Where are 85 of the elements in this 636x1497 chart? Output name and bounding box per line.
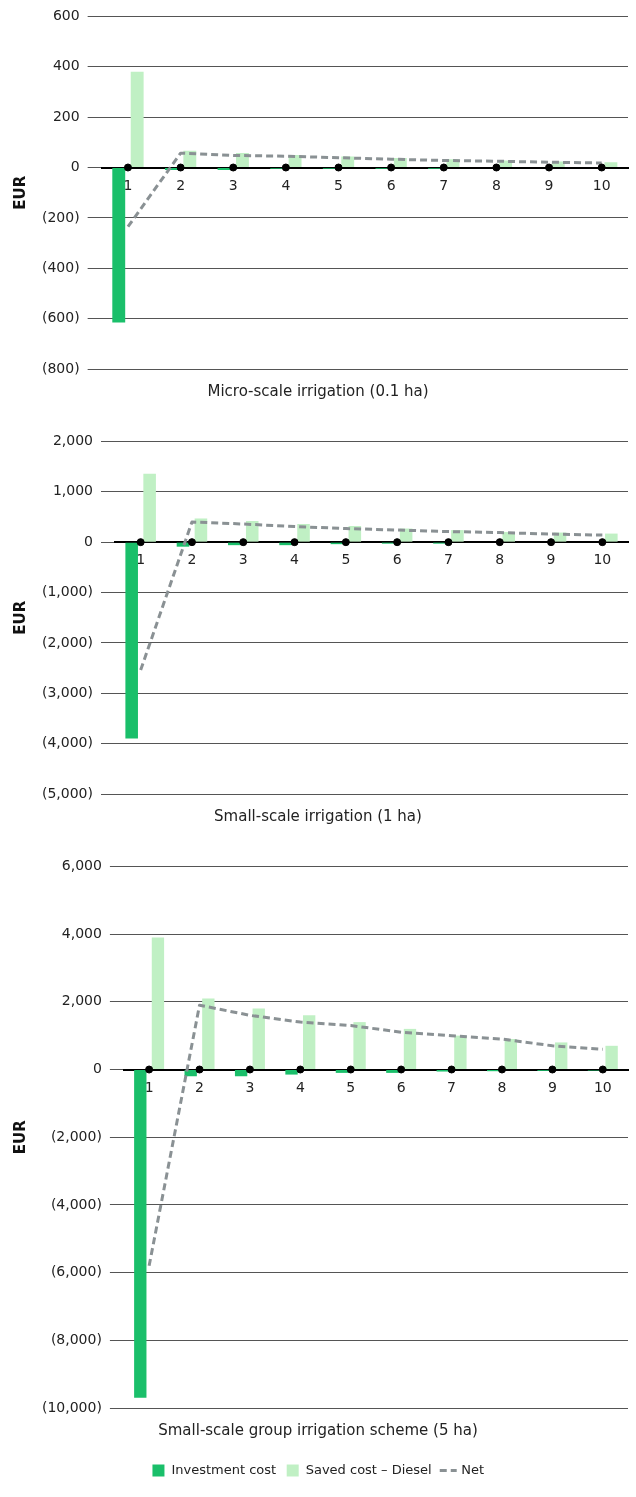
bar: [504, 1039, 517, 1069]
bar: [125, 542, 138, 739]
y-tick-label: (10,000): [41, 1398, 102, 1415]
bar: [605, 533, 618, 542]
y-tick-label: (2,000): [50, 1127, 102, 1144]
y-axis-title: EUR: [10, 600, 29, 635]
y-tick-label: 2,000: [61, 992, 102, 1009]
y-tick-label: 400: [52, 57, 80, 74]
bar: [194, 518, 208, 542]
y-axis-title: EUR: [10, 175, 29, 210]
x-tick-label: 8: [491, 176, 501, 193]
y-tick-label: (4,000): [50, 1195, 102, 1212]
bar: [302, 1015, 316, 1069]
bar: [134, 1070, 147, 1398]
x-tick-label: 9: [546, 551, 556, 568]
x-tick-label: 7: [443, 551, 453, 568]
y-tick-label: 0: [70, 158, 80, 175]
text: Micro-scale irrigation (0.1 ha): [207, 381, 429, 400]
x-tick-label: 5: [341, 551, 351, 568]
y-tick-label: (600): [41, 309, 80, 326]
y-tick-label: (4,000): [41, 734, 93, 751]
bar: [130, 71, 144, 168]
bar: [403, 1028, 417, 1069]
legend-label: Saved cost – Diesel: [305, 1461, 432, 1477]
y-tick-label: (200): [41, 208, 80, 225]
bar: [143, 473, 156, 542]
x-tick-label: 5: [334, 176, 343, 193]
bar: [285, 1070, 298, 1075]
x-tick-label: 3: [238, 551, 248, 568]
x-tick-label: 3: [245, 1078, 255, 1095]
x-tick-label: 3: [228, 176, 238, 193]
y-tick-label: 6,000: [61, 857, 102, 874]
x-tick-label: 2: [176, 176, 186, 193]
x-tick-label: 1: [144, 1078, 154, 1095]
x-tick-label: 4: [281, 176, 291, 193]
x-tick-label: 6: [386, 176, 396, 193]
legend-label: Net: [461, 1461, 485, 1477]
x-tick-label: 8: [497, 1078, 507, 1095]
bar: [454, 1035, 467, 1069]
bar: [605, 1045, 618, 1069]
x-tick-label: 5: [346, 1078, 356, 1095]
bar: [252, 1008, 265, 1069]
x-tick-label: 9: [547, 1078, 557, 1095]
bar: [555, 1042, 568, 1069]
x-tick-label: 10: [593, 1078, 612, 1095]
y-tick-label: (800): [41, 359, 80, 376]
y-tick-label: 0: [92, 1060, 102, 1077]
x-tick-label: 7: [439, 176, 449, 193]
x-tick-label: 4: [290, 551, 300, 568]
y-tick-label: (1,000): [41, 583, 93, 600]
x-tick-label: 4: [295, 1078, 305, 1095]
y-tick-label: 0: [84, 532, 93, 549]
x-tick-label: 1: [136, 551, 146, 568]
y-tick-label: 200: [52, 107, 80, 124]
y-tick-label: (8,000): [50, 1330, 102, 1347]
bar: [353, 1022, 366, 1069]
x-tick-label: 10: [592, 176, 611, 193]
bar: [151, 937, 165, 1069]
y-tick-label: 4,000: [61, 924, 102, 941]
x-tick-label: 1: [123, 176, 133, 193]
x-tick-label: 8: [495, 551, 505, 568]
text: Small-scale irrigation (1 ha): [214, 806, 422, 825]
y-axis-title: EUR: [10, 1119, 29, 1155]
bar: [335, 1070, 349, 1073]
x-tick-label: 2: [187, 551, 197, 568]
bar: [112, 168, 126, 323]
y-tick-label: (2,000): [41, 633, 93, 650]
y-tick-label: 600: [52, 7, 80, 24]
y-tick-label: 2,000: [52, 432, 93, 449]
x-tick-label: 7: [447, 1078, 457, 1095]
bar: [202, 998, 215, 1069]
text: Small-scale group irrigation scheme (5 ha): [158, 1420, 478, 1439]
bar: [604, 162, 618, 168]
x-tick-label: 10: [593, 551, 612, 568]
y-tick-label: (6,000): [50, 1263, 102, 1280]
x-tick-label: 6: [392, 551, 402, 568]
y-tick-label: (3,000): [41, 683, 93, 700]
y-tick-label: (400): [41, 258, 80, 275]
bar: [234, 1070, 248, 1077]
legend-label: Investment cost: [171, 1461, 277, 1477]
x-tick-label: 9: [544, 176, 554, 193]
y-tick-label: 1,000: [52, 482, 93, 499]
x-tick-label: 2: [195, 1078, 204, 1095]
y-tick-label: (5,000): [41, 784, 93, 801]
x-tick-label: 6: [396, 1078, 406, 1095]
